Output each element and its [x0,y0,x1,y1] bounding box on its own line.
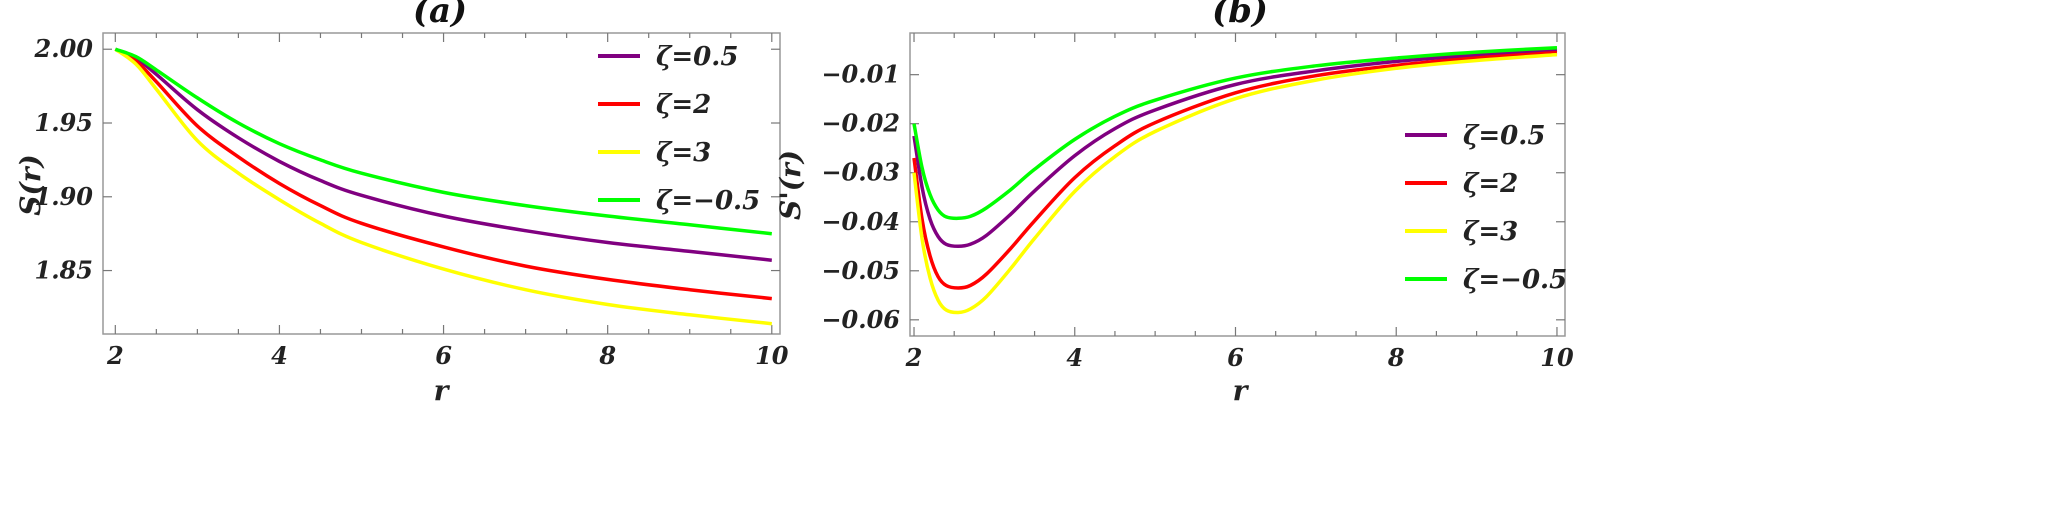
panel-b: (b) r S'(r) 2 4 6 8 10 −0.06 −0.05 −0.04 −0.03 −0.02… [774,0,1574,407]
series-line-2 [114,47,772,326]
series-line-0 [912,48,1558,249]
y-tick-label: −0.03 [821,158,900,187]
x-tick-label: 2 [905,343,923,372]
y-tick-label: 1.90 [35,182,94,211]
chart-title: (a) [413,0,467,31]
x-tick-label: 6 [1227,343,1244,372]
x-tick-label: 4 [271,341,288,370]
legend-label: ζ=3 [656,138,711,168]
series-line-3 [114,47,772,236]
legend-label: ζ=3 [1463,217,1518,247]
chart-title: (b) [1212,0,1268,31]
x-tick-label: 10 [755,341,789,370]
y-tick-label: −0.05 [821,256,900,285]
y-tick-label: −0.04 [821,207,900,236]
y-tick-label: −0.02 [821,109,900,138]
x-tick-label: 2 [106,341,124,370]
x-tick-label: 10 [1540,343,1574,372]
legend-label: ζ=2 [1463,169,1518,199]
series-line-1 [912,50,1558,290]
x-axis-label: r [434,374,451,407]
y-axis-label: S(r) [14,154,47,215]
series-line-1 [114,47,772,301]
legend-label: ζ=2 [656,90,711,120]
legend-label: ζ=0.5 [656,42,738,72]
y-tick-label: −0.06 [821,305,900,334]
legend-label: ζ=−0.5 [656,186,760,216]
x-tick-label: 8 [1387,343,1405,372]
series-line-2 [912,52,1558,315]
y-tick-label: −0.01 [821,60,900,89]
x-tick-label: 8 [598,341,616,370]
x-axis-label: r [1233,374,1250,407]
y-axis-label: S'(r) [774,150,807,220]
series-line-0 [114,47,772,262]
x-tick-label: 4 [1066,343,1083,372]
series-line-3 [912,45,1558,221]
y-tick-label: 1.85 [35,256,93,285]
legend-label: ζ=−0.5 [1463,265,1567,295]
panel-a: (a) r S(r) 2 4 6 8 10 1.85 1.90 1.95 2.00 ζ=0.5 ζ=2 ζ=… [14,0,789,407]
plot-frame [909,32,1566,337]
y-tick-label: 2.00 [34,34,94,63]
x-tick-label: 6 [435,341,452,370]
y-tick-label: 1.95 [35,108,93,137]
plot-frame [102,32,781,335]
legend-label: ζ=0.5 [1463,121,1545,151]
